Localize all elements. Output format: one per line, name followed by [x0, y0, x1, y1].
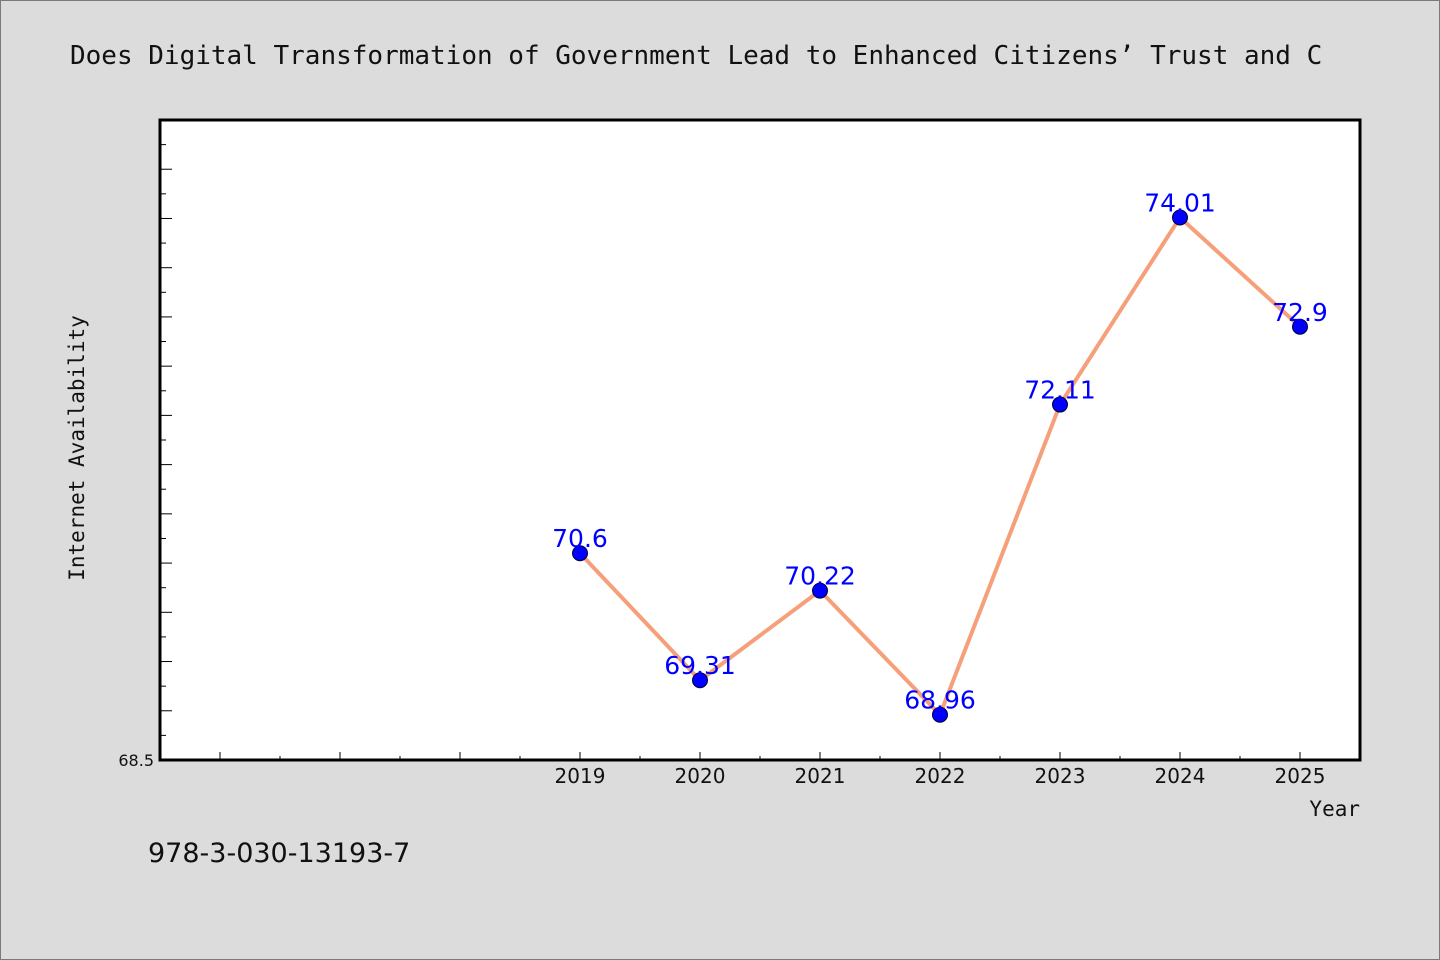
data-point-marker	[1292, 318, 1308, 335]
x-tick-label: 2025	[1275, 764, 1326, 788]
data-label: 70.6	[552, 524, 608, 553]
chart-title: Does Digital Transformation of Governmen…	[70, 41, 1322, 71]
data-point-marker	[932, 706, 948, 723]
data-point-marker	[1172, 209, 1188, 226]
data-label: 72.9	[1272, 298, 1328, 327]
data-label: 68.96	[904, 686, 976, 715]
series-group: 70.6 69.31 70.22 68.96 72.11 74.01 72.9	[552, 188, 1328, 723]
x-axis-ticks: 2019 2020 2021 2022 2023 2024 2025	[159, 752, 1361, 788]
data-point-marker	[812, 582, 828, 599]
y-axis-label: Internet Availability	[65, 315, 89, 581]
data-label: 74.01	[1144, 188, 1216, 217]
x-tick-label: 2021	[795, 764, 846, 788]
x-tick-label: 2024	[1155, 764, 1206, 788]
data-point-marker	[1052, 396, 1068, 413]
x-tick-label: 2020	[675, 764, 726, 788]
footer-isbn: 978-3-030-13193-7	[148, 838, 410, 869]
x-axis-label: Year	[1309, 797, 1360, 821]
x-tick-label: 2019	[555, 764, 606, 788]
data-label: 70.22	[784, 562, 856, 591]
x-tick-label: 2022	[915, 764, 966, 788]
y-tick-label: 68.5	[118, 751, 154, 770]
data-point-marker	[692, 672, 708, 689]
data-label: 69.31	[664, 651, 736, 680]
x-tick-label: 2023	[1035, 764, 1086, 788]
data-label: 72.11	[1024, 376, 1096, 405]
y-axis-ticks: 68.5	[118, 119, 172, 770]
plot-area	[158, 118, 1362, 762]
data-point-marker	[572, 545, 588, 562]
